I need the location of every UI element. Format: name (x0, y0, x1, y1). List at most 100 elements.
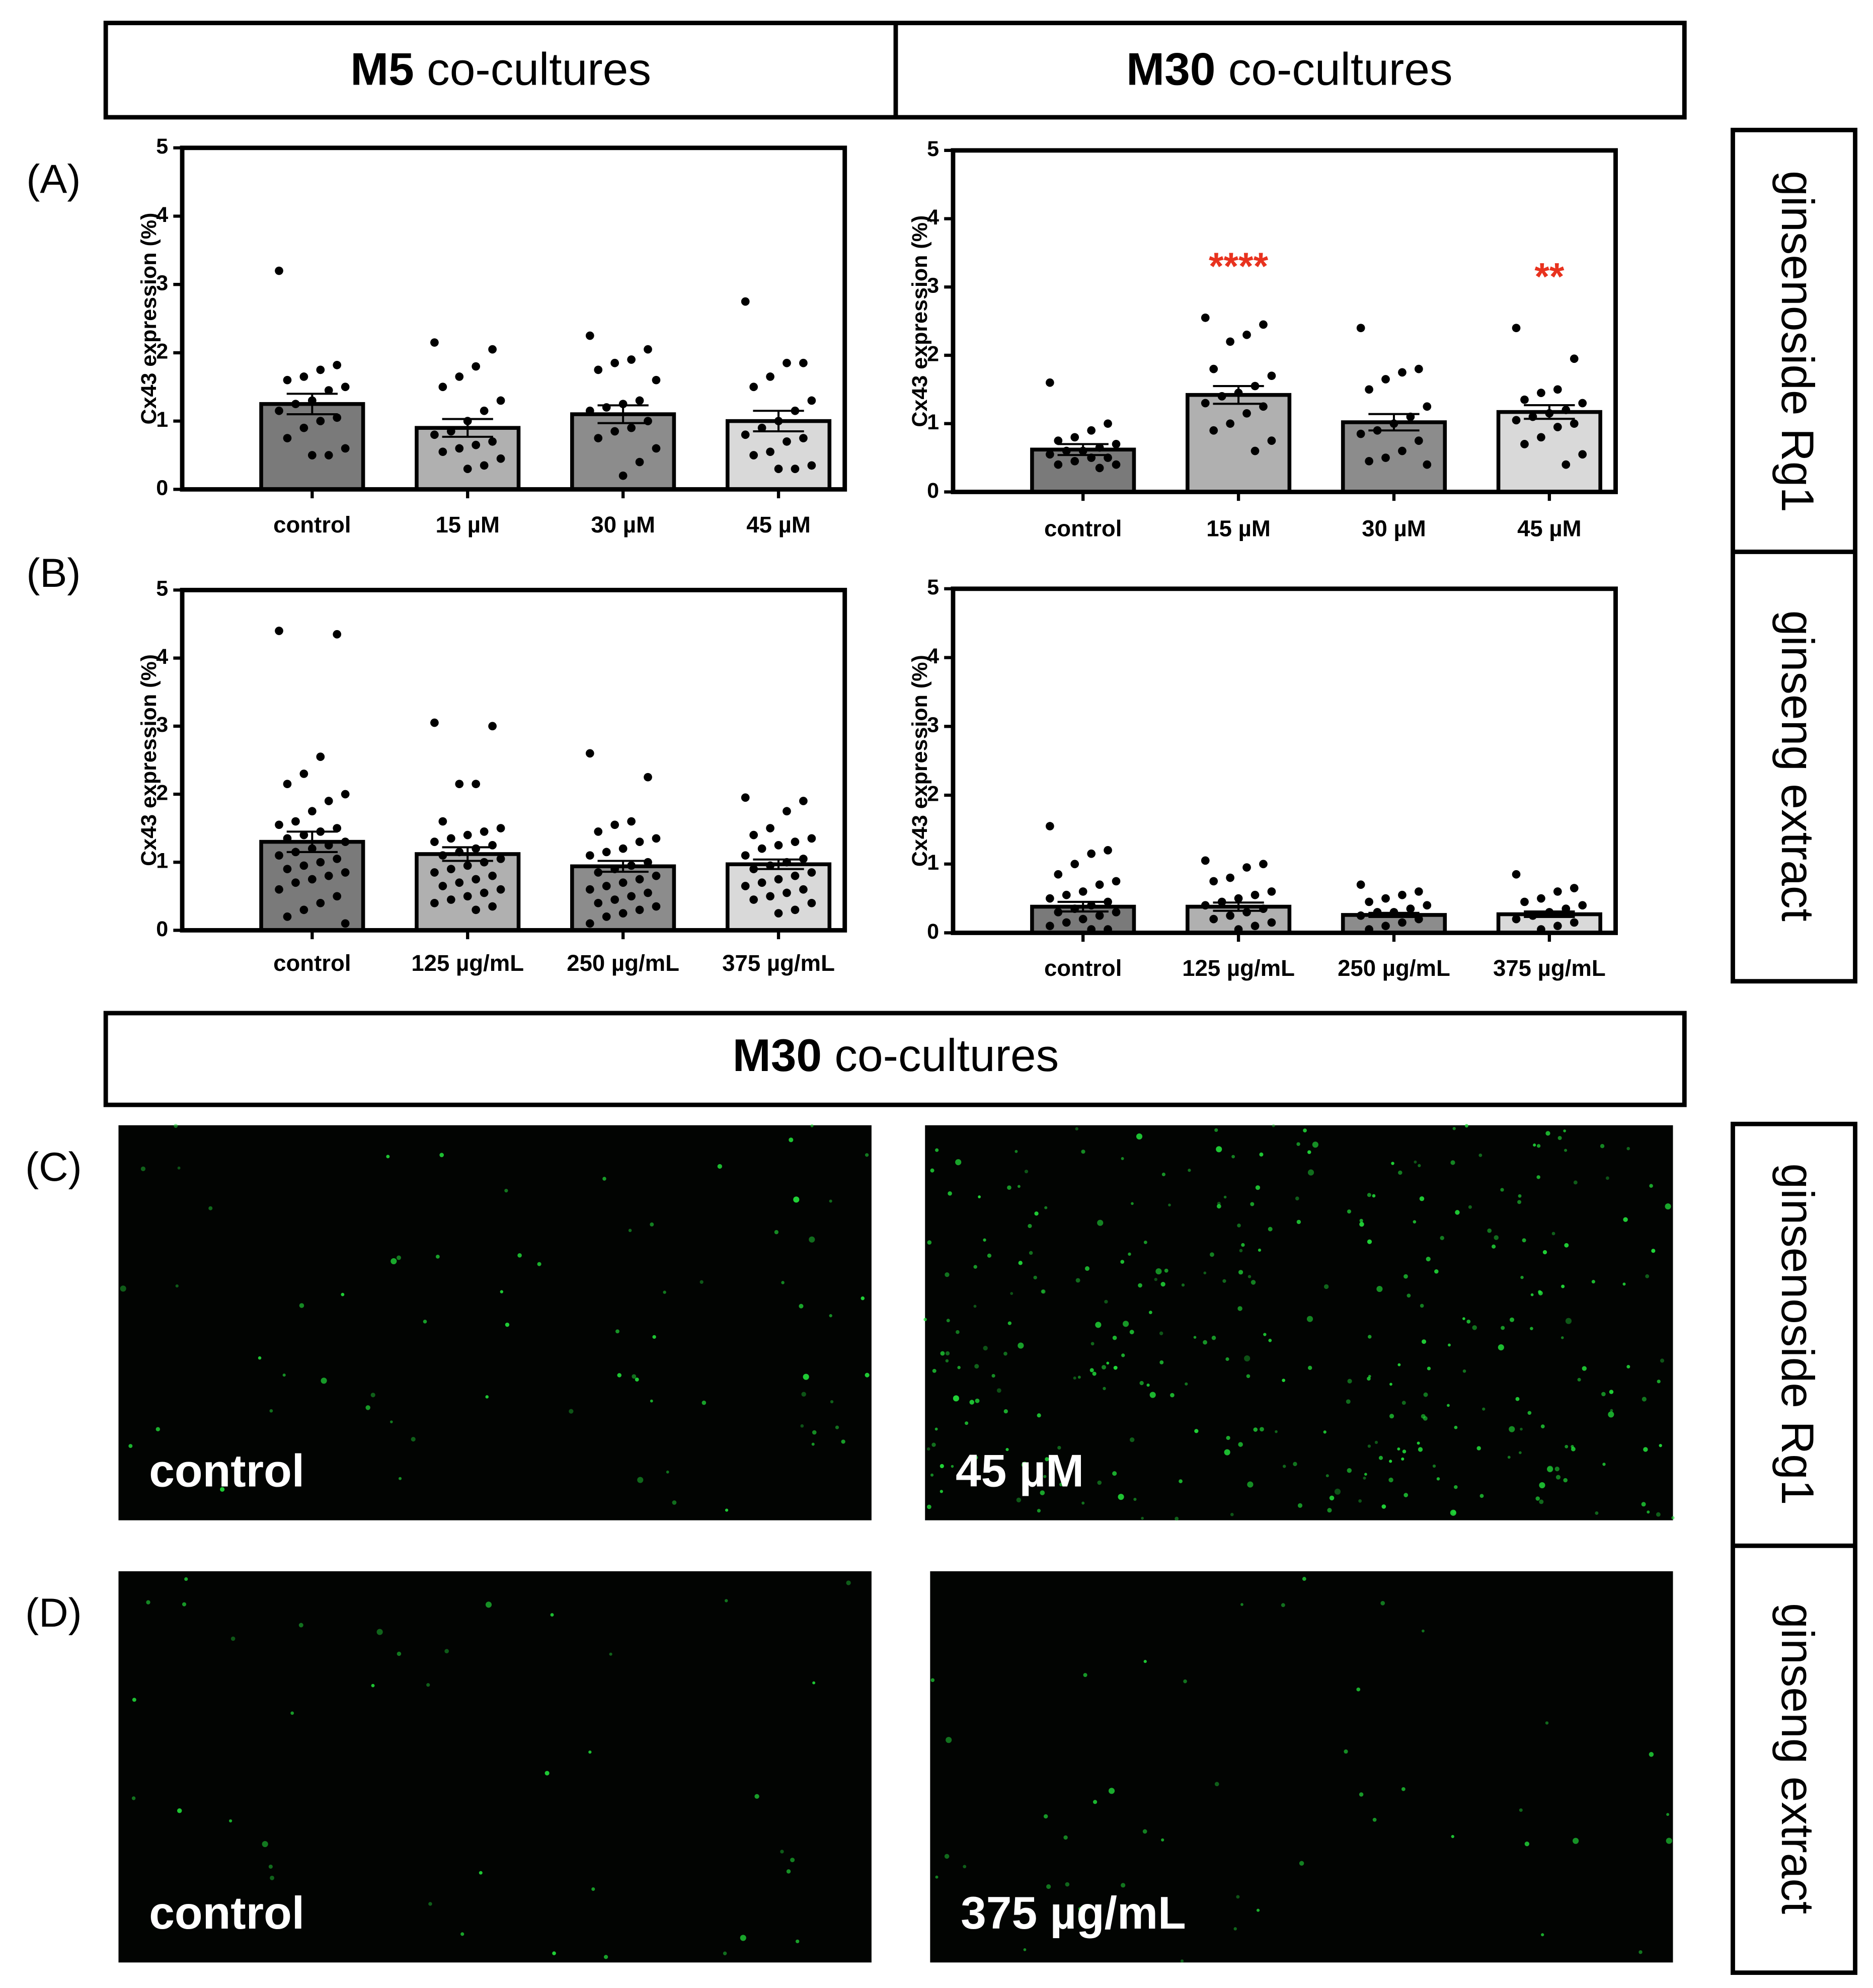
fluorescent-spot (1401, 1457, 1404, 1461)
data-point (472, 780, 481, 789)
y-tick-label: 0 (927, 920, 939, 944)
fluorescent-spot (1260, 1427, 1264, 1432)
data-point (1512, 416, 1521, 425)
data-point (807, 898, 816, 907)
fluorescent-spot (1231, 1155, 1235, 1159)
plot-frame (180, 145, 847, 492)
data-point (1512, 870, 1521, 879)
fluorescent-spot (1468, 1205, 1472, 1209)
fluorescent-spot (1398, 1170, 1402, 1175)
fluorescent-spot (861, 1296, 865, 1301)
fluorescent-spot (790, 1858, 795, 1863)
fluorescent-spot (1253, 1427, 1258, 1432)
fluorescent-spot (978, 1195, 981, 1198)
data-point (341, 383, 350, 392)
data-point (1267, 436, 1276, 445)
panel-label: (A) (26, 157, 81, 202)
data-point (1537, 389, 1545, 397)
data-point (463, 892, 472, 901)
fluorescent-spot (504, 1189, 508, 1193)
fluorescent-spot (376, 1629, 383, 1635)
fluorescent-spot (426, 1683, 430, 1687)
data-point (594, 868, 603, 877)
data-point (496, 824, 505, 832)
data-point (1209, 914, 1218, 924)
fluorescent-spot (1520, 1427, 1523, 1431)
fluorescent-spot (1258, 1248, 1262, 1252)
header-bold: M5 (350, 43, 414, 95)
fluorescent-spot (1224, 1449, 1230, 1456)
data-point (1373, 426, 1382, 435)
y-tick-label: 2 (927, 342, 939, 366)
data-point (807, 396, 816, 405)
panel-label: (C) (25, 1144, 82, 1190)
fluorescent-spot (1500, 1188, 1504, 1192)
fluorescent-spot (1545, 1721, 1549, 1725)
data-point (1209, 426, 1218, 435)
fluorescent-spot (812, 1681, 816, 1685)
data-point (610, 358, 619, 367)
data-point (1226, 337, 1234, 346)
data-point (1423, 402, 1432, 411)
fluorescent-spot (1538, 1290, 1542, 1294)
data-point (652, 375, 661, 385)
data-point (316, 365, 325, 374)
data-point (463, 861, 472, 870)
fluorescent-spot (1647, 1510, 1650, 1514)
data-point (1545, 908, 1554, 916)
fluorescent-spot (552, 1951, 556, 1955)
y-axis-label: Cx43 expression (%) (137, 213, 161, 425)
data-point (1414, 364, 1423, 373)
data-point (1201, 856, 1210, 865)
fluorescent-spot (1164, 1268, 1168, 1273)
x-tick-label: 375 µg/mL (1493, 955, 1606, 981)
fluorescent-spot (1418, 1164, 1421, 1168)
data-point (1562, 406, 1571, 414)
data-point (1251, 381, 1260, 391)
fluorescent-spot (1540, 1424, 1545, 1429)
fluorescent-spot (1095, 1322, 1102, 1328)
data-point (1414, 436, 1423, 445)
fluorescent-spot (1170, 1393, 1175, 1398)
data-point (446, 895, 455, 904)
fluorescent-spot (1610, 1409, 1613, 1412)
data-point (1095, 880, 1104, 889)
fluorescent-spot (940, 1351, 945, 1356)
data-point (783, 888, 791, 897)
fluorescent-spot (1555, 1475, 1561, 1480)
data-point (749, 865, 758, 874)
fluorescent-spot (1563, 1129, 1567, 1132)
fluorescent-spot (1479, 1494, 1484, 1498)
y-tick-label: 5 (927, 575, 939, 599)
fluorescent-spot (1222, 1279, 1226, 1283)
fluorescent-spot (517, 1253, 522, 1258)
data-point (618, 909, 628, 917)
data-point (585, 919, 594, 928)
x-tick-label: 15 µM (435, 512, 500, 538)
x-tick-label: 30 µM (591, 512, 655, 538)
data-point (1062, 918, 1071, 927)
micrograph (118, 1125, 872, 1520)
fluorescent-spot (1494, 1235, 1499, 1240)
data-point (1242, 330, 1251, 339)
fluorescent-spot (1028, 1224, 1032, 1229)
data-point (446, 427, 455, 436)
data-point (791, 871, 800, 880)
y-tick-label: 1 (927, 851, 939, 875)
data-point (291, 878, 300, 887)
fluorescent-spot (365, 1405, 370, 1410)
fluorescent-spot (397, 1651, 402, 1656)
data-point (463, 465, 472, 473)
fluorescent-spot (1666, 1813, 1669, 1816)
data-point (774, 909, 783, 917)
fluorescent-spot (1003, 1351, 1007, 1356)
data-point (1201, 313, 1210, 322)
fluorescent-spot (1573, 1180, 1578, 1185)
fluorescent-spot (1364, 1473, 1367, 1476)
fluorescent-spot (983, 1238, 986, 1242)
data-point (1217, 392, 1226, 401)
data-point (783, 358, 791, 367)
fluorescent-spot (370, 1393, 375, 1398)
data-point (652, 871, 661, 880)
